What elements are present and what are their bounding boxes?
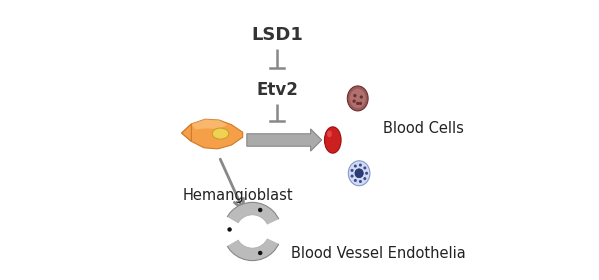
Ellipse shape [355,169,363,178]
Ellipse shape [212,128,229,139]
Circle shape [359,95,363,99]
Circle shape [359,180,362,183]
Circle shape [258,251,262,255]
Polygon shape [181,124,192,141]
Wedge shape [252,219,283,244]
Circle shape [350,169,353,172]
Polygon shape [192,119,228,129]
Text: Blood Cells: Blood Cells [383,122,464,136]
Circle shape [356,102,359,105]
Circle shape [359,102,362,105]
Circle shape [228,227,232,232]
Circle shape [258,208,262,212]
Circle shape [365,172,368,175]
Text: Etv2: Etv2 [256,81,298,99]
Circle shape [236,215,269,248]
Circle shape [353,94,356,97]
Circle shape [359,164,362,167]
Ellipse shape [327,130,332,137]
Circle shape [350,175,353,178]
Ellipse shape [350,89,366,108]
Circle shape [354,179,357,182]
Circle shape [352,99,356,103]
FancyArrow shape [247,129,322,151]
Text: LSD1: LSD1 [252,26,303,44]
Circle shape [223,202,282,261]
Text: Hemangioblast: Hemangioblast [183,188,294,203]
Circle shape [364,177,367,180]
Wedge shape [222,216,252,247]
Ellipse shape [348,161,370,186]
Polygon shape [181,119,243,149]
Ellipse shape [347,86,368,111]
Circle shape [364,166,367,169]
Text: Blood Vessel Endothelia: Blood Vessel Endothelia [291,246,466,261]
Circle shape [354,165,357,168]
Ellipse shape [325,127,341,153]
